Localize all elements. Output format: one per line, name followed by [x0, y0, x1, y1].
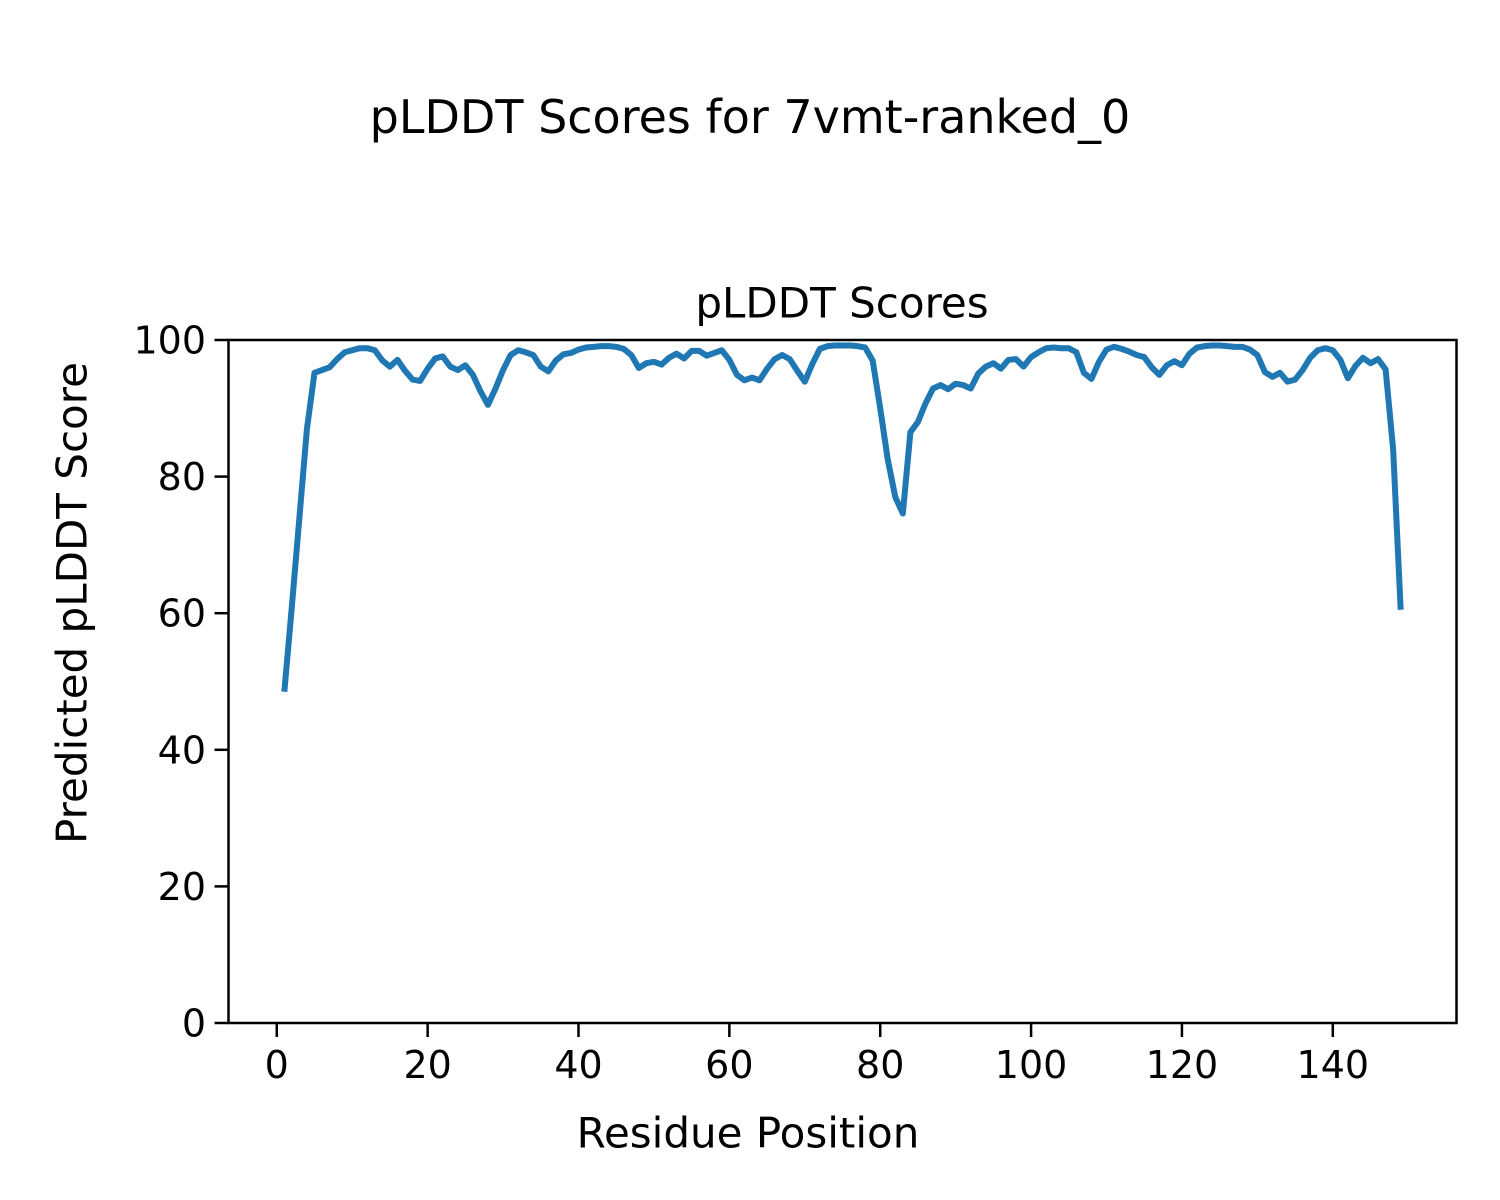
y-axis-tick-label: 0	[182, 1002, 206, 1046]
x-axis-label: Residue Position	[576, 1108, 920, 1158]
y-axis-label: Predicted pLDDT Score	[47, 362, 97, 844]
y-axis-tick-label: 80	[158, 455, 206, 499]
axes-title: pLDDT Scores	[695, 278, 989, 328]
y-axis-tick-label: 60	[158, 592, 206, 636]
x-axis-tick-label: 100	[995, 1043, 1068, 1087]
x-axis-tick-label: 40	[554, 1043, 602, 1087]
x-axis-tick-label: 0	[265, 1043, 289, 1087]
x-axis-tick-label: 80	[856, 1043, 904, 1087]
y-axis-tick-label: 20	[158, 865, 206, 909]
x-axis-tick-label: 120	[1146, 1043, 1219, 1087]
axes-frame	[227, 338, 1458, 1025]
x-axis-tick-label: 140	[1297, 1043, 1370, 1087]
x-axis-tick-label: 60	[705, 1043, 753, 1087]
y-axis-tick-label: 100	[133, 319, 206, 363]
y-axis-tick-label: 40	[158, 728, 206, 772]
x-axis-tick-label: 20	[403, 1043, 451, 1087]
figure-suptitle: pLDDT Scores for 7vmt-ranked_0	[369, 90, 1131, 144]
plddt-line	[281, 342, 1404, 693]
